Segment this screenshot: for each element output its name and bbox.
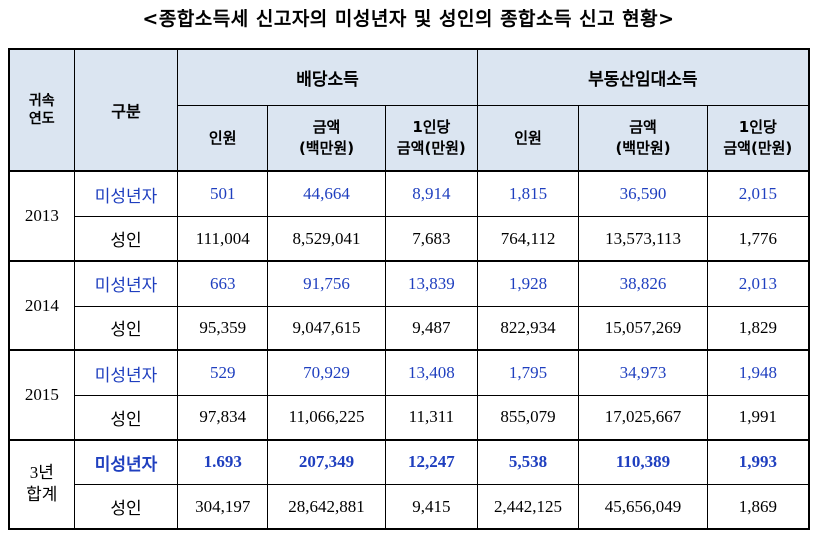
value-cell: 91,756 — [266, 260, 387, 307]
category-minor: 미성년자 — [73, 170, 179, 218]
value-cell: 11,066,225 — [266, 394, 387, 441]
value-cell: 13,573,113 — [578, 216, 708, 262]
table-row: 성인 304,197 28,642,881 9,415 2,442,125 45… — [9, 484, 810, 531]
value-cell: 1,795 — [476, 349, 580, 396]
dividend-amount-header: 금액 (백만원) — [266, 104, 387, 173]
value-cell: 764,112 — [476, 216, 580, 262]
value-cell: 207,349 — [266, 439, 387, 486]
value-cell: 1,993 — [706, 439, 810, 486]
value-cell: 1,815 — [476, 170, 580, 218]
value-cell: 501 — [177, 170, 268, 218]
value-cell: 28,642,881 — [266, 484, 387, 531]
value-cell: 36,590 — [578, 170, 708, 218]
table-row: 2015 미성년자 529 70,929 13,408 1,795 34,973… — [7, 349, 810, 441]
value-cell: 97,834 — [177, 394, 268, 441]
value-cell: 2,442,125 — [476, 484, 580, 531]
value-cell: 13,408 — [385, 349, 478, 396]
value-cell: 2,015 — [706, 170, 810, 218]
value-cell: 17,025,667 — [578, 394, 708, 441]
value-cell: 9,047,615 — [266, 305, 387, 352]
category-minor: 미성년자 — [73, 349, 179, 396]
category-minor: 미성년자 — [73, 260, 179, 307]
category-adult: 성인 — [73, 484, 179, 531]
year-cell: 2014 — [7, 260, 75, 352]
value-cell: 110,389 — [578, 439, 708, 486]
value-cell: 34,973 — [578, 349, 708, 396]
dividend-per-person-header: 1인당 금액(만원) — [385, 104, 478, 173]
value-cell: 2,013 — [706, 260, 810, 307]
table-row: 성인 111,004 8,529,041 7,683 764,112 13,57… — [9, 216, 810, 262]
rental-per-person-header: 1인당 금액(만원) — [706, 104, 810, 173]
value-cell: 95,359 — [177, 305, 268, 352]
value-cell: 1,928 — [476, 260, 580, 307]
rental-income-header: 부동산임대소득 — [476, 47, 810, 106]
value-cell: 304,197 — [177, 484, 268, 531]
value-cell: 5,538 — [476, 439, 580, 486]
table-row: 3년 합계 미성년자 1.693 207,349 12,247 5,538 110… — [7, 439, 810, 531]
category-column-header: 구분 — [73, 47, 179, 173]
category-adult: 성인 — [73, 216, 179, 262]
value-cell: 9,415 — [385, 484, 478, 531]
rental-persons-header: 인원 — [476, 104, 580, 173]
value-cell: 529 — [177, 349, 268, 396]
value-cell: 8,529,041 — [266, 216, 387, 262]
dividend-income-header: 배당소득 — [177, 47, 478, 106]
value-cell: 7,683 — [385, 216, 478, 262]
category-minor: 미성년자 — [73, 439, 179, 486]
value-cell: 12,247 — [385, 439, 478, 486]
value-cell: 1,776 — [706, 216, 810, 262]
value-cell: 1,869 — [706, 484, 810, 531]
category-adult: 성인 — [73, 305, 179, 352]
year-cell: 2013 — [7, 170, 75, 262]
value-cell: 70,929 — [266, 349, 387, 396]
value-cell: 1,948 — [706, 349, 810, 396]
value-cell: 45,656,049 — [578, 484, 708, 531]
value-cell: 8,914 — [385, 170, 478, 218]
value-cell: 9,487 — [385, 305, 478, 352]
value-cell: 13,839 — [385, 260, 478, 307]
value-cell: 822,934 — [476, 305, 580, 352]
income-report-table: 귀속 연도 구분 배당소득 부동산임대소득 인원 금액 (백만원) 1인당 금액(만원… — [7, 47, 810, 531]
value-cell: 15,057,269 — [578, 305, 708, 352]
value-cell: 44,664 — [266, 170, 387, 218]
value-cell: 1,829 — [706, 305, 810, 352]
value-cell: 38,826 — [578, 260, 708, 307]
year-column-header: 귀속 연도 — [7, 47, 75, 173]
value-cell: 1,991 — [706, 394, 810, 441]
table-row: 성인 97,834 11,066,225 11,311 855,079 17,0… — [9, 394, 810, 441]
value-cell: 1.693 — [177, 439, 268, 486]
value-cell: 663 — [177, 260, 268, 307]
table-row: 2014 미성년자 663 91,756 13,839 1,928 38,826… — [7, 260, 810, 352]
rental-amount-header: 금액 (백만원) — [578, 104, 708, 173]
page-title: <종합소득세 신고자의 미성년자 및 성인의 종합소득 신고 현황> — [142, 8, 675, 30]
table-row: 성인 95,359 9,047,615 9,487 822,934 15,057… — [9, 305, 810, 352]
dividend-persons-header: 인원 — [177, 104, 268, 173]
category-adult: 성인 — [73, 394, 179, 441]
value-cell: 111,004 — [177, 216, 268, 262]
value-cell: 855,079 — [476, 394, 580, 441]
year-cell: 2015 — [7, 349, 75, 441]
value-cell: 11,311 — [385, 394, 478, 441]
total-cell: 3년 합계 — [7, 439, 75, 531]
table-row: 2013 미성년자 501 44,664 8,914 1,815 36,590 … — [7, 170, 810, 262]
